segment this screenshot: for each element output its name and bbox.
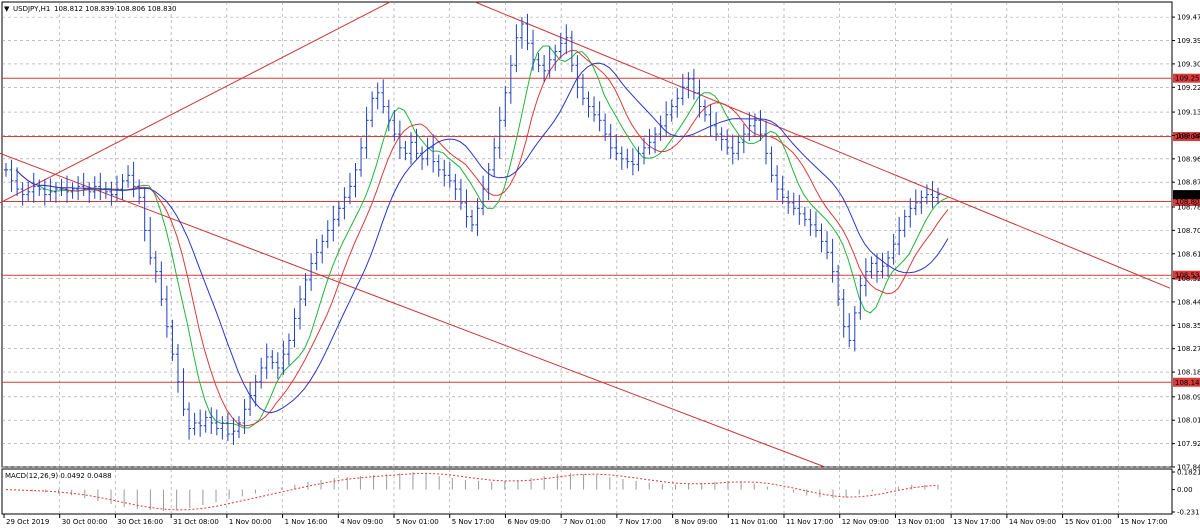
- macd-tick-label: 0.1821: [1177, 469, 1200, 477]
- time-label: 1 Nov 00:00: [229, 518, 272, 526]
- price-tick-label: 108.270: [1177, 345, 1200, 353]
- level-price-label: 108.148: [1175, 379, 1200, 387]
- price-tick-label: 109.220: [1177, 84, 1200, 92]
- time-label: 7 Nov 01:00: [563, 518, 606, 526]
- main-plot-frame: [1, 1, 1173, 468]
- price-bars: [4, 13, 940, 445]
- time-label: 5 Nov 01:00: [396, 518, 439, 526]
- symbol-title: USDJPY,H1: [13, 5, 50, 13]
- grid: [2, 2, 1172, 514]
- time-label: 30 Oct 16:00: [117, 518, 163, 526]
- price-tick-label: 108.615: [1177, 250, 1200, 258]
- level-price-label: 108.537: [1175, 272, 1200, 280]
- price-tick-label: 109.130: [1177, 109, 1200, 117]
- ma-fast-line: [15, 45, 949, 429]
- level-price-tag: [1173, 196, 1200, 206]
- price-tick-label: 108.440: [1177, 298, 1200, 306]
- time-label: 13 Nov 17:00: [953, 518, 1000, 526]
- time-label: 8 Nov 09:00: [675, 518, 718, 526]
- level-price-tag: [1173, 270, 1200, 280]
- time-label: 5 Nov 17:00: [452, 518, 495, 526]
- ma-slow-line: [15, 62, 949, 414]
- current-price-label: 108.830: [1175, 191, 1200, 199]
- level-price-tag: [1173, 377, 1200, 387]
- level-price-label: 108.805: [1175, 198, 1200, 206]
- time-label: 29 Oct 2019: [6, 518, 49, 526]
- price-tick-label: 109.045: [1177, 132, 1200, 140]
- trendline: [0, 152, 826, 468]
- price-tick-label: 108.185: [1177, 369, 1200, 377]
- macd-label: MACD(12,26,9) 0.0492 0.0488: [5, 472, 112, 480]
- price-tick-label: 108.010: [1177, 417, 1200, 425]
- time-label: 31 Oct 08:00: [173, 518, 219, 526]
- time-label: 11 Nov 01:00: [730, 518, 777, 526]
- time-label: 15 Nov 01:00: [1065, 518, 1112, 526]
- time-label: 15 Nov 17:00: [1120, 518, 1167, 526]
- level-price-label: 109.041: [1175, 133, 1200, 141]
- macd-tick-label: -0.2319: [1177, 509, 1200, 517]
- price-tick-label: 108.095: [1177, 393, 1200, 401]
- time-label: 6 Nov 09:00: [507, 518, 550, 526]
- macd-tick-label: 0.00: [1177, 486, 1193, 494]
- trendline: [0, 1, 391, 204]
- price-tick-label: 108.960: [1177, 155, 1200, 163]
- time-label: 30 Oct 00:00: [62, 518, 108, 526]
- time-label: 7 Nov 17:00: [619, 518, 662, 526]
- time-label: 1 Nov 16:00: [285, 518, 328, 526]
- price-tick-label: 108.875: [1177, 179, 1200, 187]
- level-price-tag: [1173, 132, 1200, 142]
- trendline: [474, 1, 1171, 289]
- time-axis: 29 Oct 2019 30 Oct 00:00 30 Oct 16:00 31 Oc…: [3, 514, 1167, 526]
- ma-mid-line: [15, 50, 949, 427]
- level-price-tag: [1173, 73, 1200, 83]
- horizontal-levels[interactable]: 109.253 109.041 108.805 108.537 108.148 108.8…: [2, 73, 1200, 387]
- price-tick-label: 109.475: [1177, 14, 1200, 22]
- price-tick-label: 108.525: [1177, 275, 1200, 283]
- current-price-tag: [1173, 190, 1200, 200]
- price-tick-label: 108.700: [1177, 227, 1200, 235]
- trendlines[interactable]: [0, 1, 1171, 468]
- macd-signal-line: [5, 472, 939, 511]
- price-tick-label: 108.785: [1177, 203, 1200, 211]
- time-label: 13 Nov 01:00: [897, 518, 944, 526]
- ohlc-readout: 108.812 108.839 108.806 108.830: [54, 5, 176, 13]
- price-tick-label: 108.355: [1177, 322, 1200, 330]
- level-price-label: 109.253: [1175, 75, 1200, 83]
- price-tick-label: 109.390: [1177, 37, 1200, 45]
- macd-histogram: 0.1821 0.00 -0.2319: [5, 469, 1200, 517]
- price-axis: 109.475 109.390 109.305 109.220 109.130 109.0…: [1172, 14, 1200, 472]
- macd-plot-frame: [1, 468, 1173, 515]
- price-tick-label: 109.305: [1177, 60, 1200, 68]
- time-label: 11 Nov 17:00: [786, 518, 833, 526]
- time-label: 12 Nov 09:00: [842, 518, 889, 526]
- time-label: 4 Nov 09:00: [340, 518, 383, 526]
- menu-triangle-icon[interactable]: ▼: [4, 5, 10, 13]
- time-label: 14 Nov 09:00: [1009, 518, 1056, 526]
- price-tick-label: 107.840: [1177, 464, 1200, 472]
- moving-averages: [15, 45, 949, 429]
- price-tick-label: 107.925: [1177, 440, 1200, 448]
